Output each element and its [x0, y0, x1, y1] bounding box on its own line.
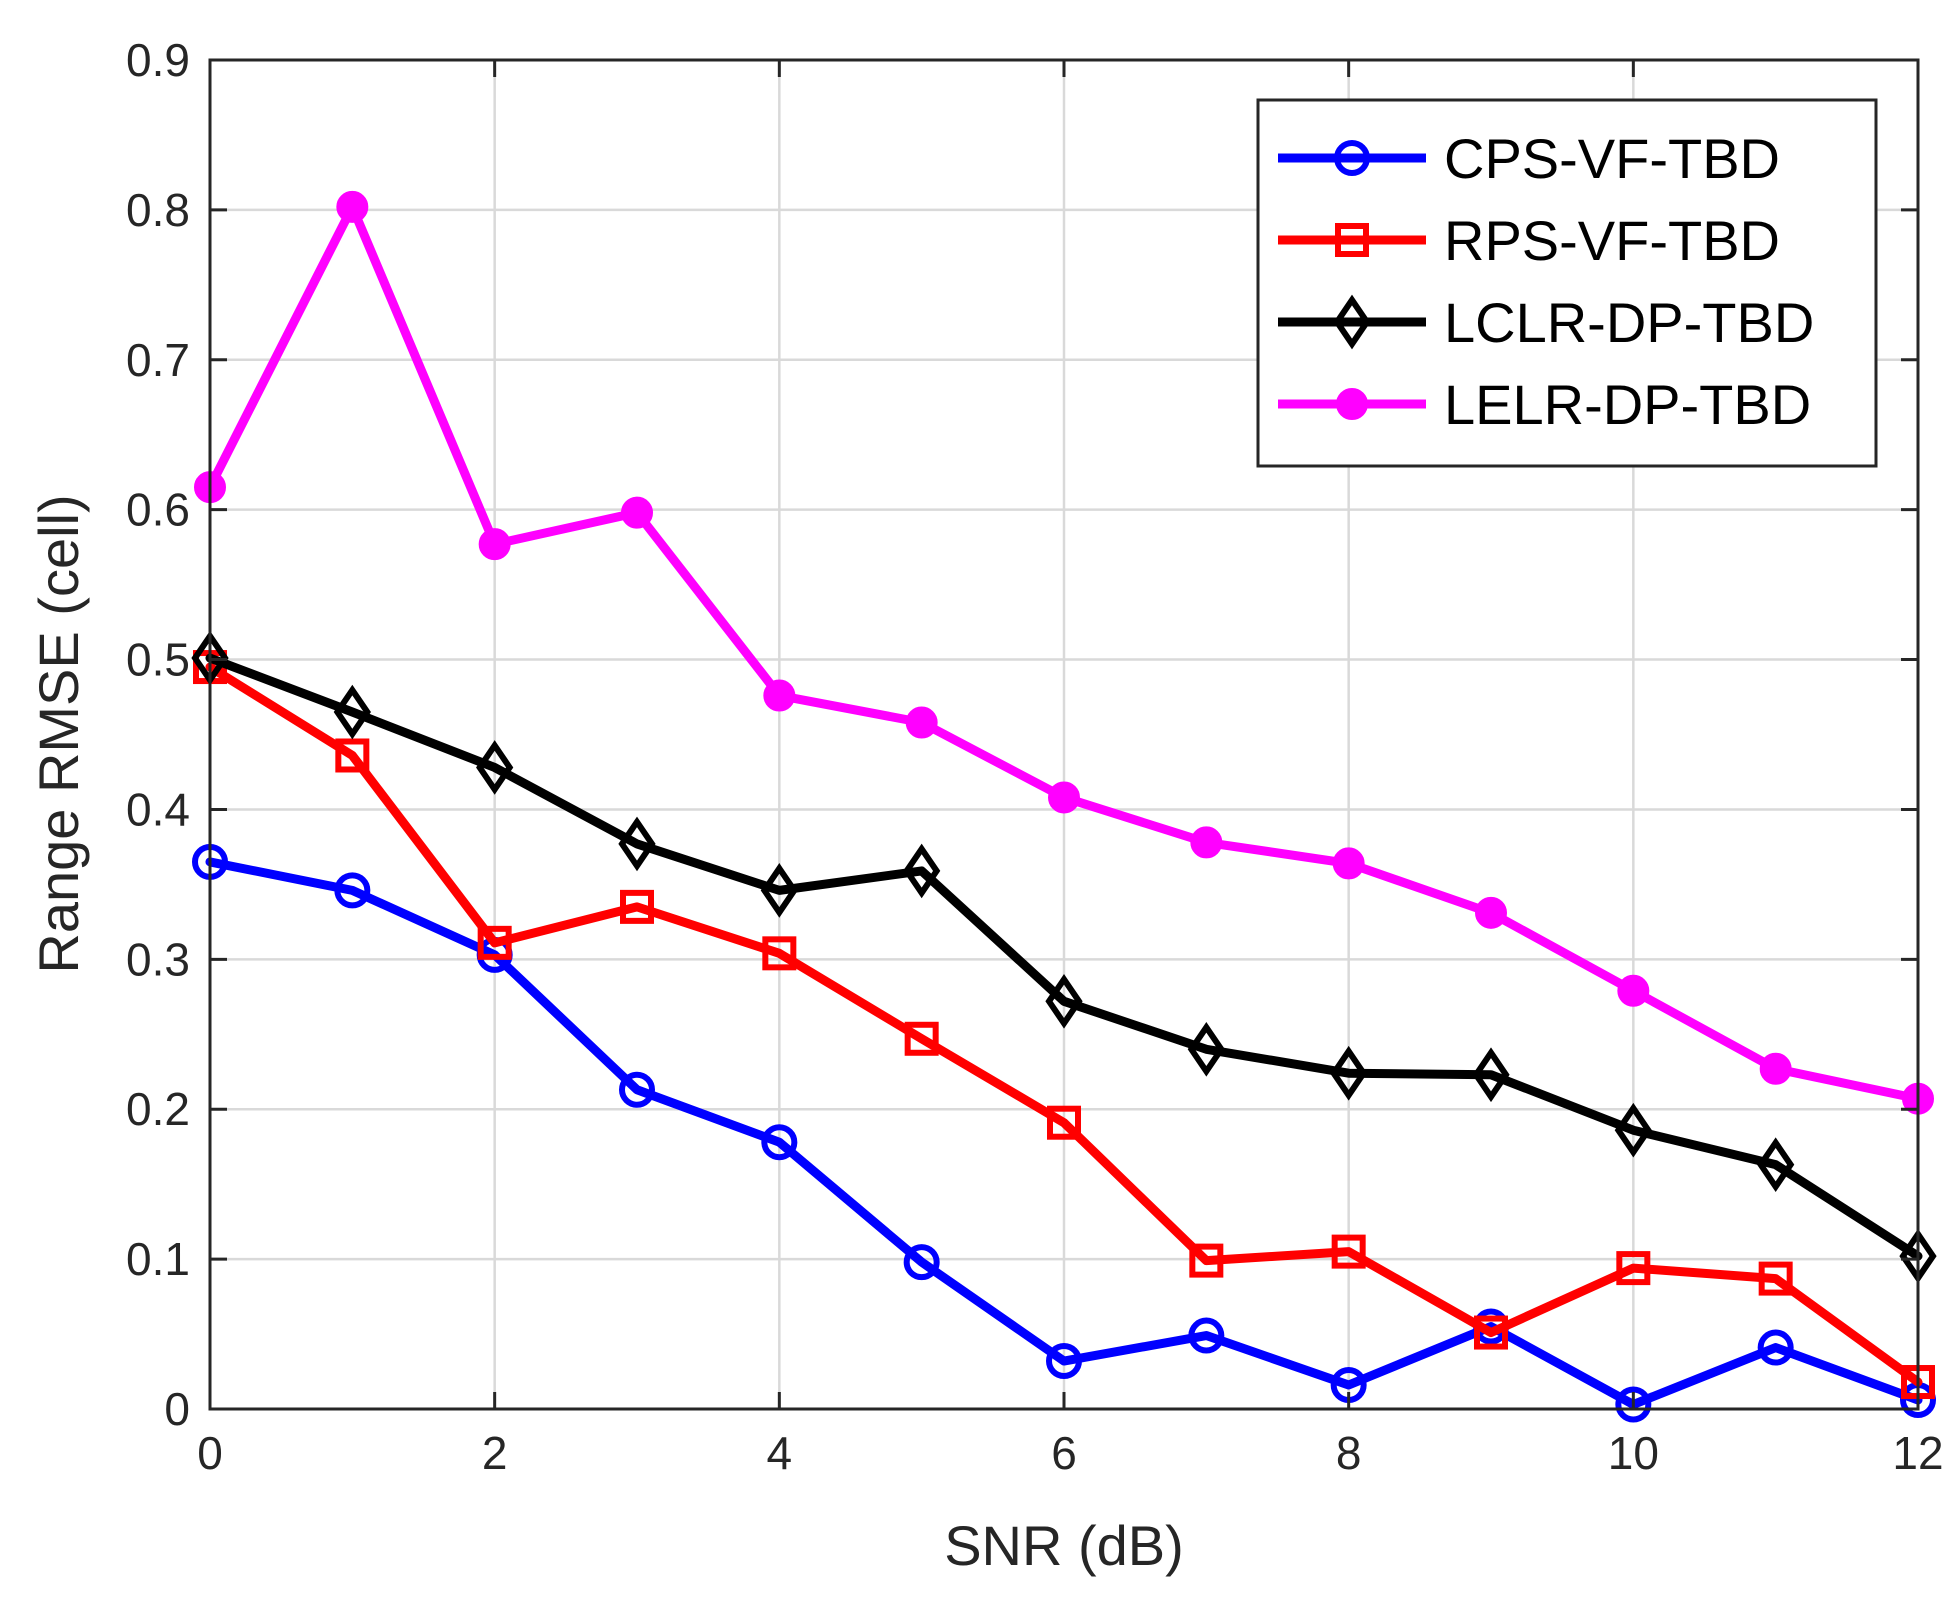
data-point	[1472, 1047, 1510, 1103]
y-tick-label: 0.6	[126, 484, 190, 536]
y-tick-label: 0.9	[126, 34, 190, 86]
y-tick-label: 0	[164, 1383, 190, 1435]
legend-entry: CPS-VF-TBD	[1278, 127, 1780, 190]
data-point	[903, 1244, 940, 1281]
data-point	[1336, 388, 1368, 420]
data-point	[1187, 1021, 1225, 1077]
data-point	[618, 816, 656, 872]
data-point	[1332, 847, 1365, 880]
y-axis-title: Range RMSE (cell)	[27, 494, 90, 973]
legend-entry: LCLR-DP-TBD	[1278, 291, 1814, 354]
data-point	[620, 889, 654, 924]
data-point	[335, 738, 370, 773]
data-point	[1331, 1234, 1366, 1269]
y-tick-label: 0.8	[126, 184, 190, 236]
data-point	[619, 1071, 655, 1108]
data-point	[1474, 1315, 1508, 1350]
y-tick-label: 0.3	[126, 933, 190, 985]
data-point	[905, 706, 938, 739]
series-group	[191, 190, 1937, 1423]
data-point	[763, 679, 796, 712]
data-point	[904, 1021, 939, 1056]
series-rps-vf-tbd	[193, 650, 1935, 1400]
data-point	[1614, 1102, 1652, 1158]
legend-label: CPS-VF-TBD	[1444, 127, 1780, 190]
data-point	[1759, 1052, 1792, 1085]
data-point	[1188, 1317, 1225, 1354]
x-tick-label: 8	[1336, 1427, 1362, 1479]
x-tick-label: 4	[767, 1427, 793, 1479]
data-point	[1045, 973, 1083, 1029]
data-point	[762, 936, 797, 971]
data-point	[1190, 826, 1223, 859]
y-tick-label: 0.4	[126, 783, 190, 835]
legend-label: LELR-DP-TBD	[1444, 373, 1811, 436]
legend-label: LCLR-DP-TBD	[1444, 291, 1814, 354]
data-point	[760, 863, 798, 918]
data-point	[1757, 1137, 1795, 1193]
data-point	[477, 925, 512, 960]
data-point	[334, 872, 371, 909]
data-point	[903, 843, 941, 899]
data-point	[621, 496, 653, 529]
legend-entry: RPS-VF-TBD	[1278, 209, 1780, 272]
legend: CPS-VF-TBD RPS-VF-TBD LCLR-DP-TBD LELR-DP-T…	[1256, 98, 1878, 468]
data-point	[476, 740, 514, 795]
data-point	[1330, 1045, 1368, 1101]
x-tick-label: 10	[1608, 1427, 1659, 1479]
data-point	[1616, 1251, 1651, 1286]
data-point	[1189, 1243, 1224, 1278]
x-tick-label: 6	[1051, 1427, 1077, 1479]
x-tick-label: 0	[197, 1427, 223, 1479]
data-point	[1757, 1329, 1794, 1366]
y-tick-label: 0.7	[126, 334, 190, 386]
data-point	[1047, 1105, 1081, 1140]
y-tick-label: 0.2	[126, 1083, 190, 1135]
data-point	[1334, 140, 1370, 176]
y-tick-label: 0.1	[126, 1233, 190, 1285]
data-point	[1615, 1386, 1652, 1423]
data-point	[1046, 1343, 1082, 1380]
ticks: 0 2 4 6 8 10 12 0 0.1 0.2 0.3 0.4 0.5 0.6 0.7 0.8 0.9	[126, 34, 1944, 1479]
data-point	[333, 684, 371, 740]
x-tick-label: 2	[482, 1427, 508, 1479]
data-point	[1335, 223, 1369, 257]
data-point	[1333, 294, 1371, 350]
y-tick-label: 0.5	[126, 634, 190, 686]
legend-entry: LELR-DP-TBD	[1278, 373, 1811, 436]
series-line	[205, 662, 1923, 1387]
data-point	[1048, 781, 1080, 814]
legend-label: RPS-VF-TBD	[1444, 209, 1780, 272]
x-axis-title: SNR (dB)	[944, 1514, 1184, 1577]
series-line	[205, 653, 1923, 1261]
data-point	[1617, 974, 1650, 1007]
data-point	[1758, 1261, 1793, 1296]
data-point	[761, 1124, 798, 1161]
data-point	[1475, 896, 1507, 929]
series-lelr-dp-tbd	[194, 190, 1934, 1115]
x-tick-label: 12	[1892, 1427, 1943, 1479]
data-point	[478, 528, 511, 561]
data-point	[336, 190, 369, 223]
